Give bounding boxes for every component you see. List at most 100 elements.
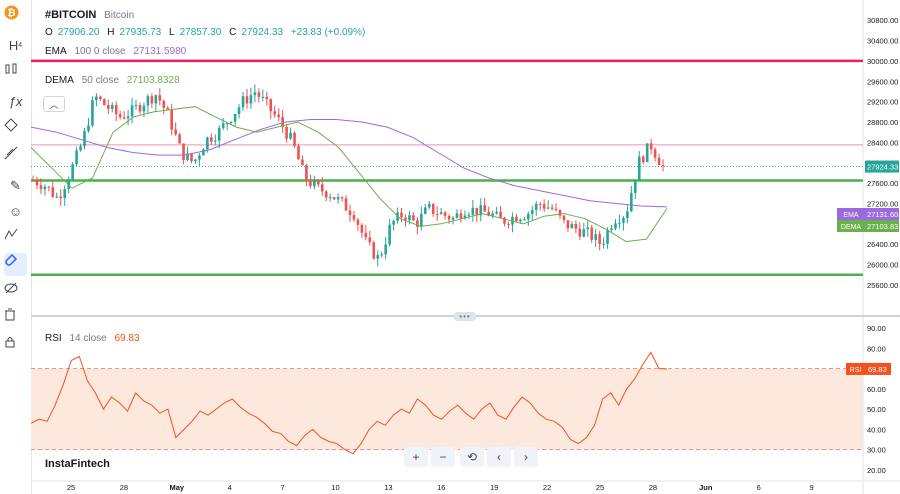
candles-icon[interactable]: [4, 62, 27, 85]
candle-body: [566, 220, 570, 229]
open-value: 27906.20: [57, 27, 100, 38]
ema-tag: EMA: [843, 212, 859, 219]
candle-body: [146, 96, 150, 106]
candle-body: [614, 223, 617, 229]
time-tick-label: 7: [281, 483, 285, 492]
candle-body: [586, 227, 590, 230]
brush-icon[interactable]: ✎: [10, 177, 21, 193]
candle-body: [142, 105, 146, 112]
ema-value: 27131.5980: [133, 46, 187, 57]
scroll-left-button[interactable]: ‹: [487, 447, 511, 467]
candle-body: [273, 111, 277, 115]
candle-body: [368, 237, 372, 243]
candle-body: [570, 224, 574, 229]
candle-body: [412, 215, 415, 221]
last-price-badge-bg: [865, 160, 899, 173]
candle-body: [198, 155, 201, 160]
candle-body: [542, 204, 546, 209]
candle-body: [404, 217, 407, 221]
candle-body: [519, 219, 522, 222]
candle-body: [483, 205, 487, 212]
candle-body: [435, 213, 439, 215]
zoom-in-button[interactable]: +: [404, 447, 428, 467]
time-tick-label: 4: [228, 483, 232, 492]
candle-body: [63, 188, 66, 199]
candle-body: [233, 114, 237, 122]
symbol-label: #BITCOIN: [45, 9, 97, 21]
price-tick-label: 26000.00: [867, 261, 898, 270]
collapse-legend-button[interactable]: ︿: [43, 96, 65, 112]
candle-body: [110, 104, 114, 109]
zoom-out-button[interactable]: −: [431, 447, 455, 467]
candle-body: [91, 100, 94, 126]
candle-body: [134, 105, 138, 107]
scroll-right-button[interactable]: ›: [514, 447, 538, 467]
fx-icon[interactable]: ƒx: [8, 94, 23, 109]
candle-body: [31, 180, 35, 182]
trash-icon[interactable]: [4, 308, 27, 331]
candle-body: [174, 129, 177, 135]
change-value: +23.83 (+0.09%): [290, 27, 366, 38]
candle-body: [178, 134, 181, 144]
lock-icon[interactable]: [4, 335, 27, 358]
magnet-icon[interactable]: [4, 253, 27, 276]
candle-body: [245, 96, 249, 104]
rsi-params: 14 close: [69, 333, 107, 344]
time-tick-label: 6: [757, 483, 761, 492]
candle-body: [249, 95, 253, 104]
candle-body: [126, 116, 130, 119]
price-tick-label: 29200.00: [867, 98, 898, 107]
low-value: 27857.30: [179, 27, 222, 38]
time-tick-label: 19: [490, 483, 498, 492]
nodes-icon[interactable]: [4, 118, 27, 141]
candle-body: [463, 215, 467, 219]
candle-body: [257, 92, 261, 97]
rsi-badge-bg: [865, 362, 891, 375]
rsi-label: RSI: [45, 333, 62, 344]
ema-legend[interactable]: EMA 100 0 close 27131.5980: [45, 46, 191, 57]
candle-body: [103, 99, 106, 106]
candle-body: [229, 121, 233, 124]
watermark-logo: InstaFintech: [45, 458, 110, 470]
candle-body: [79, 146, 82, 151]
candle-body: [499, 211, 502, 218]
rsi-legend[interactable]: RSI 14 close 69.83: [45, 333, 145, 344]
reset-chart-button[interactable]: ⟲: [460, 447, 484, 467]
eye-off-icon[interactable]: [4, 282, 27, 305]
candle-body: [237, 107, 241, 115]
rsi-band-fill: [31, 368, 863, 450]
emoji-icon[interactable]: ☺: [8, 204, 23, 219]
chart-canvas[interactable]: 30800.00 30400.00 30000.00 29600.00 29200.00…: [31, 0, 900, 494]
pane-resize-handle[interactable]: •••: [454, 312, 476, 321]
candle-body: [253, 92, 257, 96]
time-tick-label: 28: [120, 483, 128, 492]
candle-body: [320, 184, 324, 192]
time-tick-label: 9: [810, 483, 814, 492]
candle-body: [313, 180, 316, 187]
bitcoin-logo-icon[interactable]: ₿: [4, 5, 27, 28]
candle-body: [71, 164, 74, 180]
candle-body: [122, 117, 126, 119]
candle-body: [495, 211, 498, 214]
time-tick-label: 16: [437, 483, 445, 492]
candle-body: [534, 203, 538, 210]
price-tick-label: 28400.00: [867, 138, 898, 147]
price-tick-label: 29600.00: [867, 77, 898, 86]
crosshair-icon[interactable]: [4, 146, 27, 169]
dema-legend[interactable]: DEMA 50 close 27103.8328: [45, 75, 185, 86]
candle-body: [487, 211, 490, 216]
rsi-tick-label: 40.00: [867, 425, 886, 434]
candle-body: [202, 149, 205, 156]
candle-body: [388, 224, 391, 245]
time-tick-label: 10: [331, 483, 339, 492]
measure-icon[interactable]: [4, 228, 27, 251]
candle-body: [447, 215, 451, 220]
candle-body: [182, 143, 185, 161]
chart-area[interactable]: 30800.00 30400.00 30000.00 29600.00 29200.00…: [31, 0, 900, 494]
time-tick-label: 28: [649, 483, 657, 492]
dema-badge: 27103.83: [867, 222, 898, 231]
time-tick-label: Jun: [699, 483, 713, 492]
candle-body: [594, 234, 597, 240]
candle-body: [546, 207, 550, 209]
